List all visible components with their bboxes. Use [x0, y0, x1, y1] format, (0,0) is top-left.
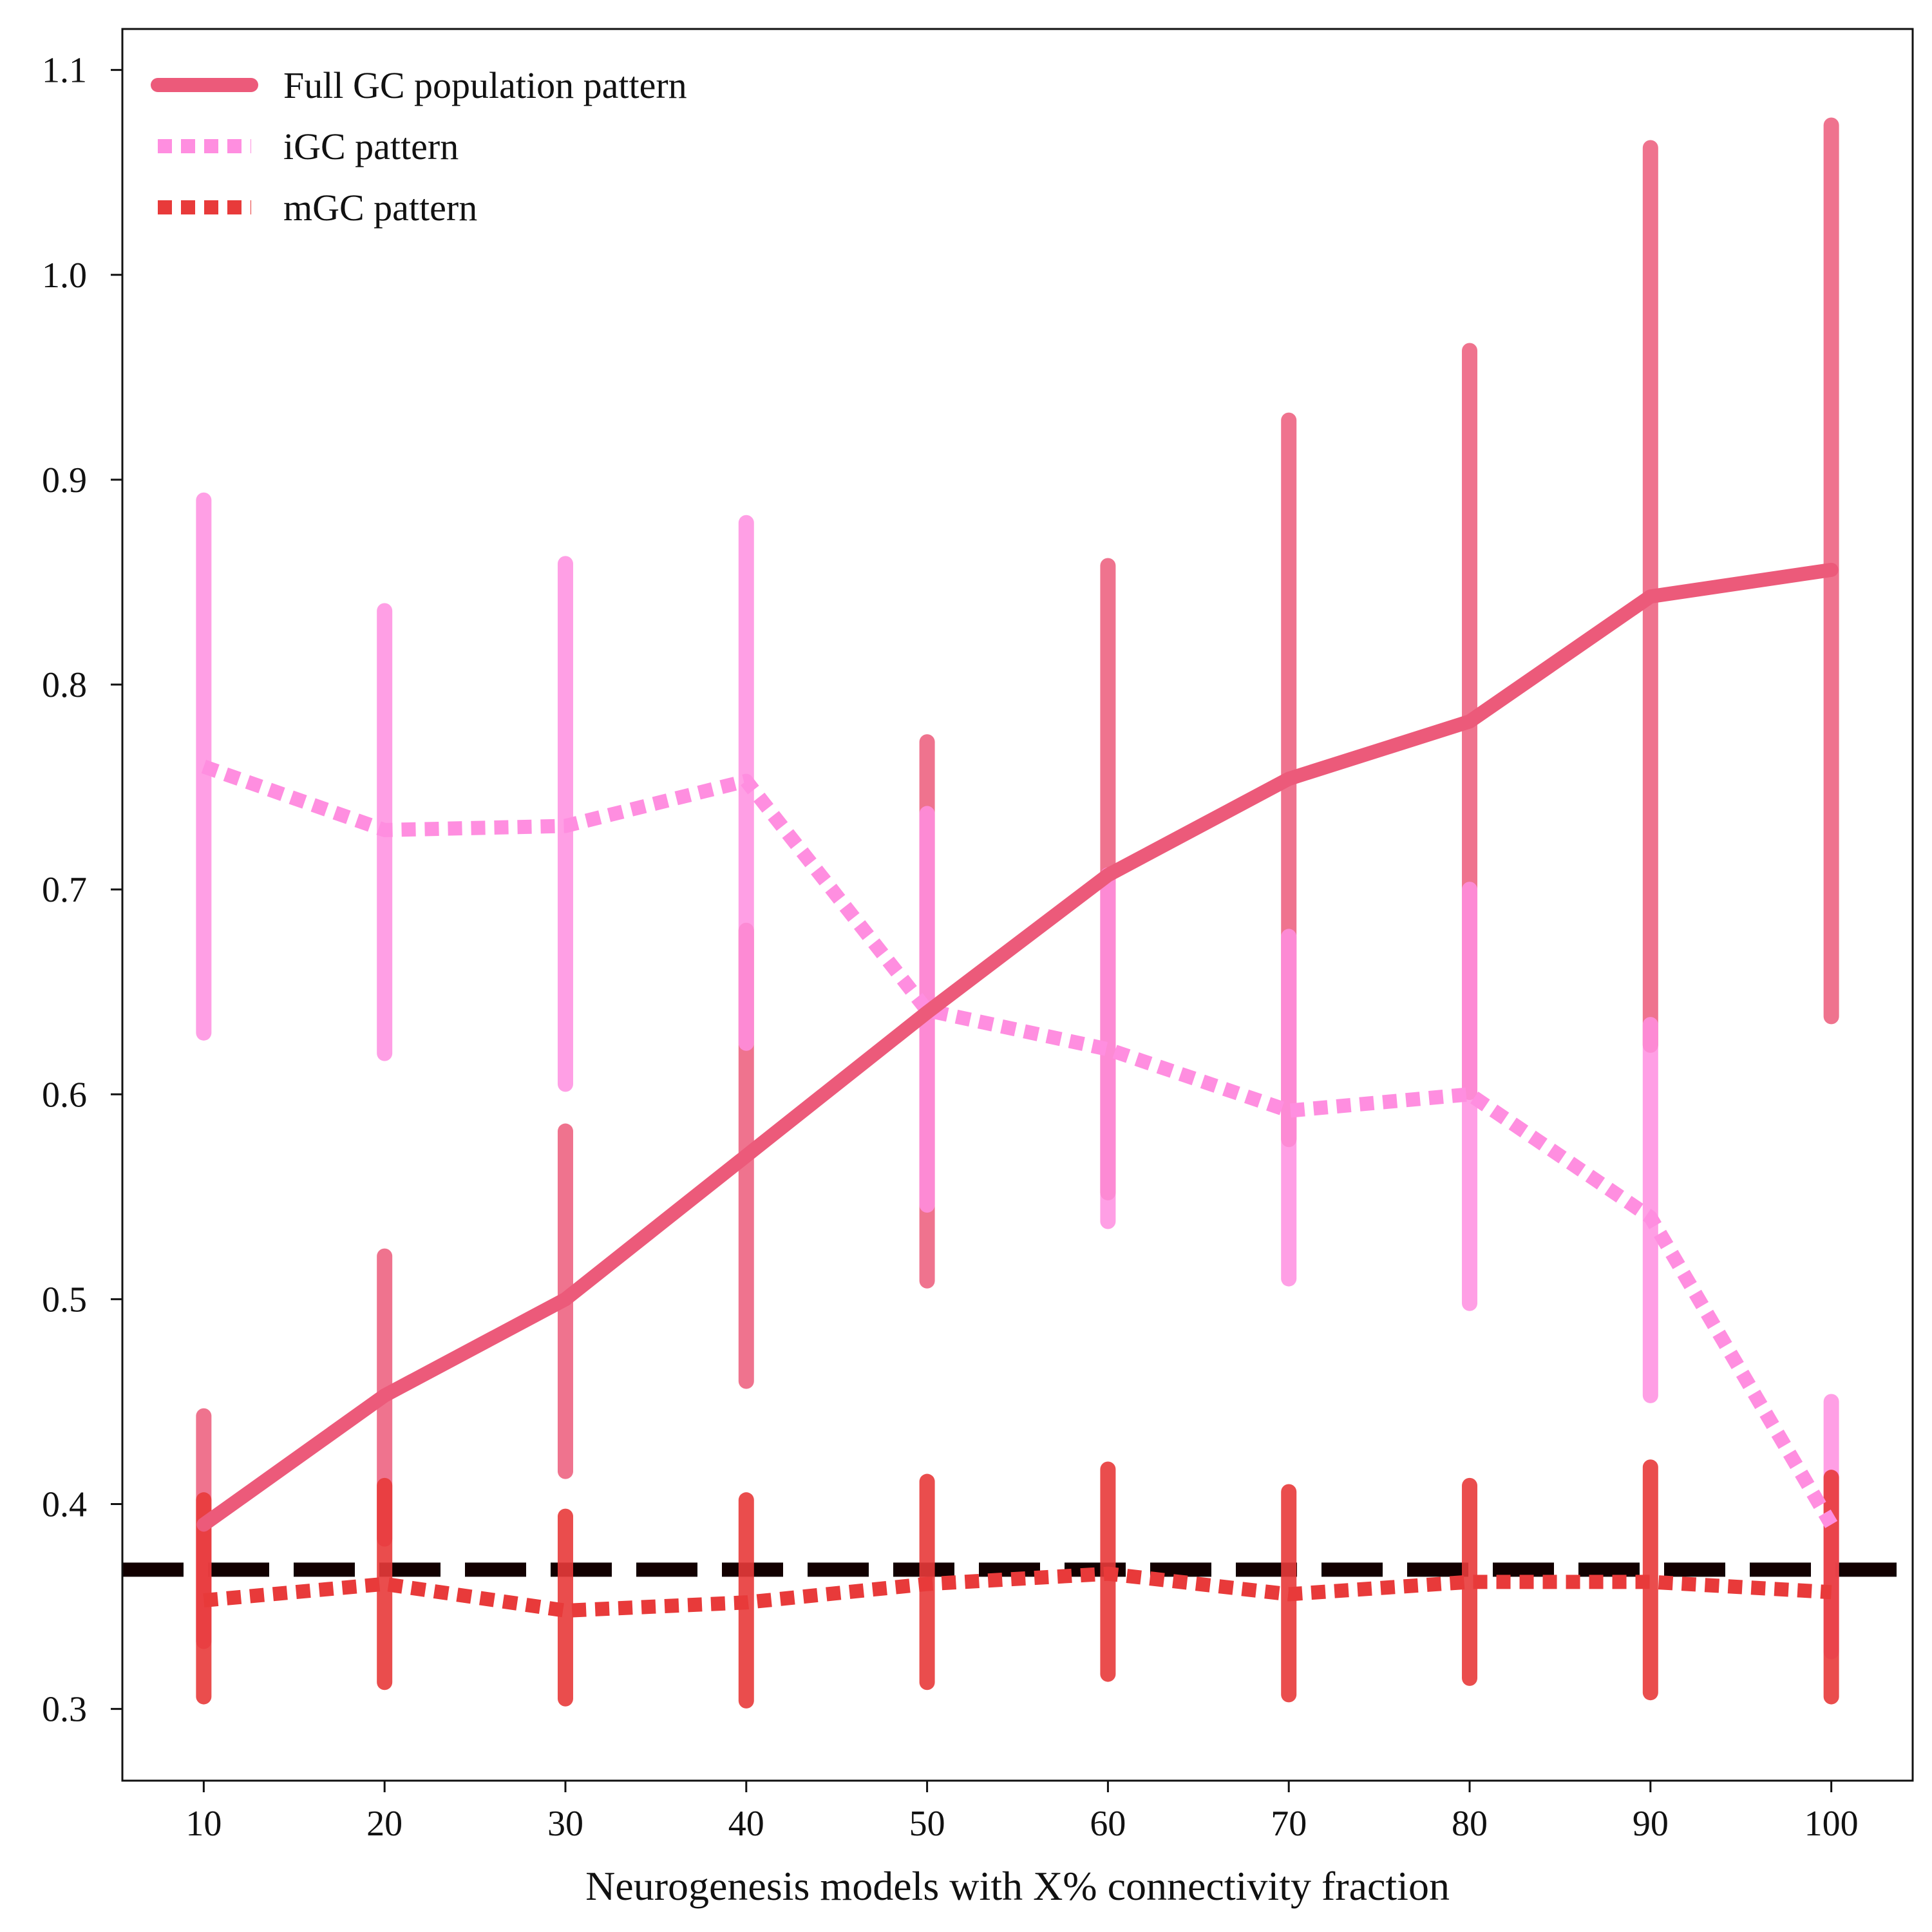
x-tick-label: 30: [547, 1804, 583, 1844]
legend-label: mGC pattern: [283, 187, 477, 229]
plot-area: [122, 117, 1913, 1709]
y-tick-label: 1.1: [42, 51, 87, 91]
y-tick-label: 0.9: [42, 460, 87, 500]
x-tick-label: 90: [1633, 1804, 1669, 1844]
y-tick-label: 0.3: [42, 1690, 87, 1730]
legend-label: Full GC population pattern: [283, 64, 687, 106]
plot-frame: [121, 28, 1914, 1782]
y-axis: 0.3 0.4 0.5 0.6 0.7 0.8 0.9 1.0 1.1: [42, 51, 122, 1730]
y-tick-label: 0.6: [42, 1075, 87, 1115]
series-line: [203, 1566, 1832, 1618]
x-tick-label: 40: [728, 1804, 764, 1844]
y-tick-label: 0.8: [42, 665, 87, 705]
x-tick-label: 80: [1452, 1804, 1488, 1844]
x-tick-label: 20: [366, 1804, 402, 1844]
x-tick-label: 60: [1090, 1804, 1126, 1844]
x-tick-label: 100: [1804, 1804, 1859, 1844]
x-tick-label: 10: [185, 1804, 222, 1844]
y-tick-label: 0.4: [42, 1485, 87, 1525]
series-layer: [196, 562, 1839, 1618]
series-line: [201, 759, 1838, 1528]
y-tick-label: 1.0: [42, 256, 87, 296]
x-axis-label: Neurogenesis models with X% connectivity…: [585, 1863, 1450, 1909]
y-tick-label: 0.5: [42, 1280, 87, 1320]
series-line: [196, 562, 1839, 1532]
y-tick-label: 0.7: [42, 870, 87, 910]
legend: Full GC population pattern iGC pattern mGC…: [151, 64, 687, 229]
x-axis: 10 20 30 40 50 60 70 80 90 100: [185, 1781, 1859, 1844]
x-tick-label: 50: [909, 1804, 945, 1844]
x-tick-label: 70: [1271, 1804, 1307, 1844]
legend-label: iGC pattern: [283, 126, 459, 167]
